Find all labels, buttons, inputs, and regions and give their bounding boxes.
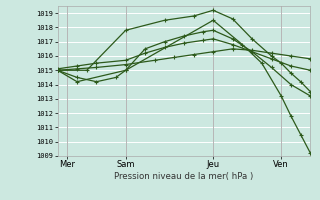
X-axis label: Pression niveau de la mer( hPa ): Pression niveau de la mer( hPa ) <box>114 172 254 181</box>
